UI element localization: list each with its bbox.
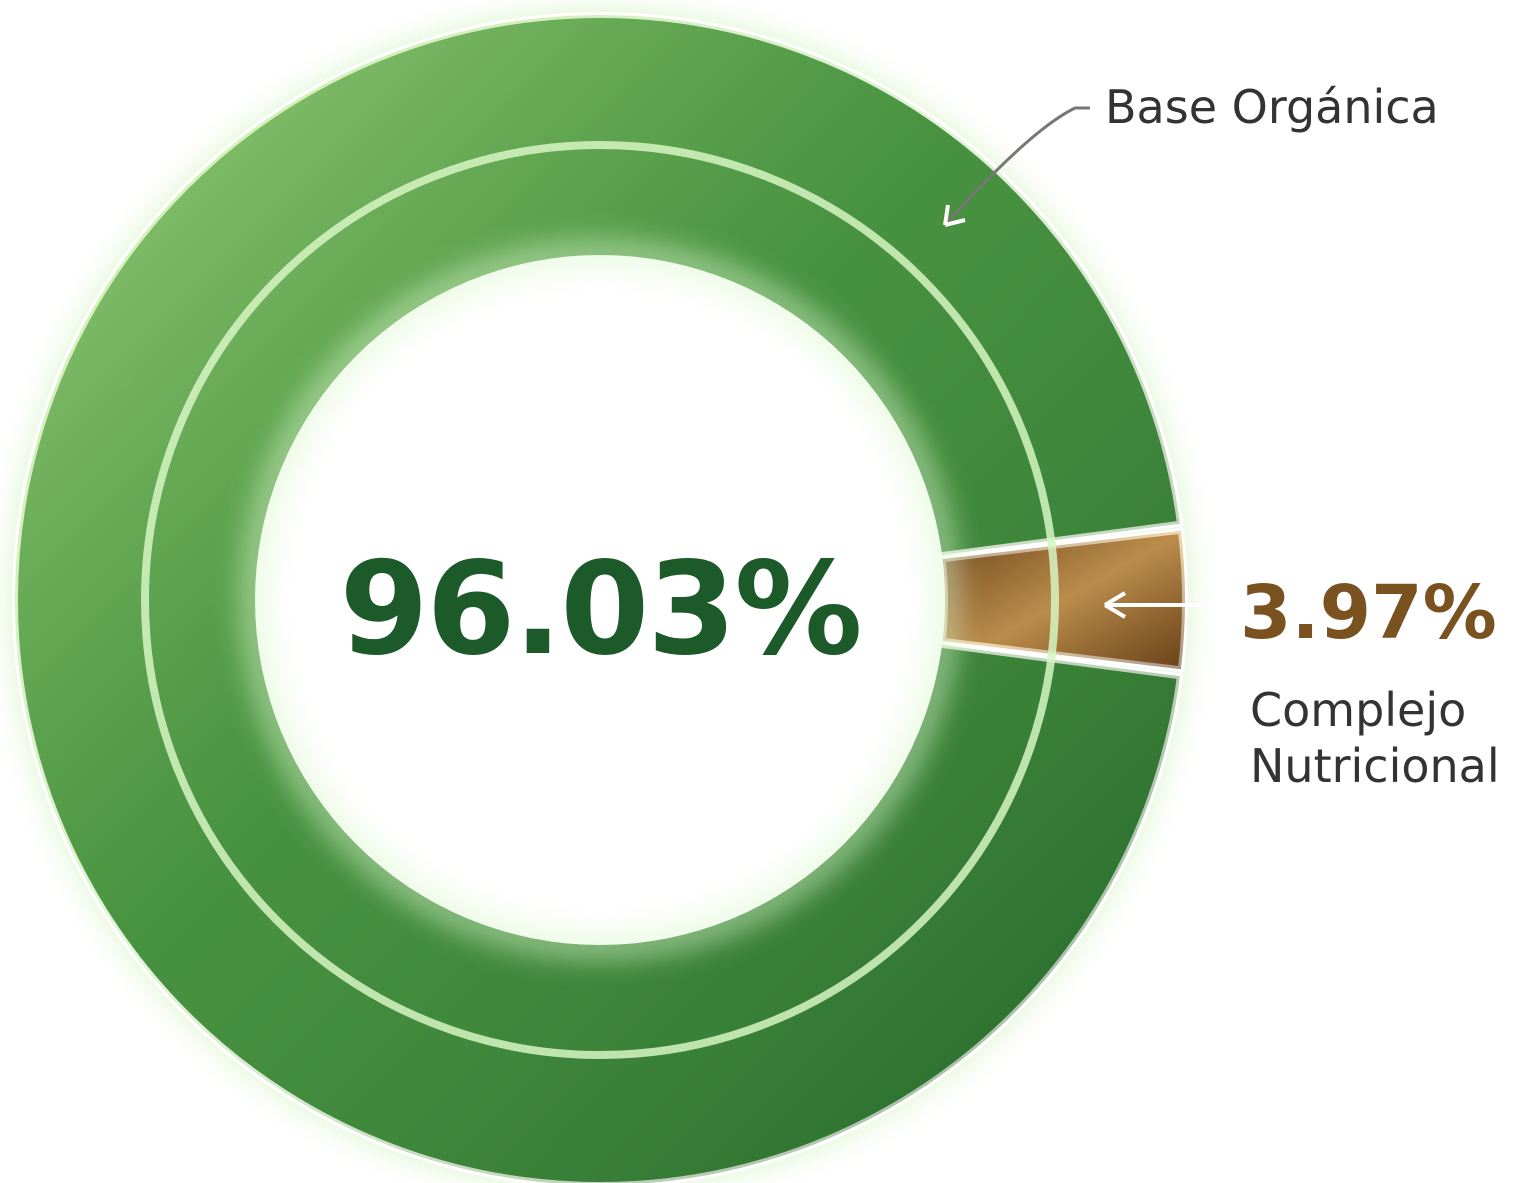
legend-label: Base Orgánica <box>1105 80 1439 134</box>
leader-arrowhead <box>943 204 966 227</box>
hole <box>255 255 945 945</box>
slices <box>12 12 1188 1183</box>
slice-sheen <box>942 530 1185 670</box>
pointer-arrow <box>1103 591 1225 619</box>
legend-label: Complejo Nutricional <box>1250 683 1500 793</box>
inner-ring <box>141 141 1059 1059</box>
main-value-label: 96.03% <box>339 535 862 684</box>
hole-glow <box>242 242 958 958</box>
leader-line <box>943 106 1090 227</box>
slice-sheen <box>15 15 1181 1183</box>
value-label: 3.97% <box>1240 570 1497 656</box>
